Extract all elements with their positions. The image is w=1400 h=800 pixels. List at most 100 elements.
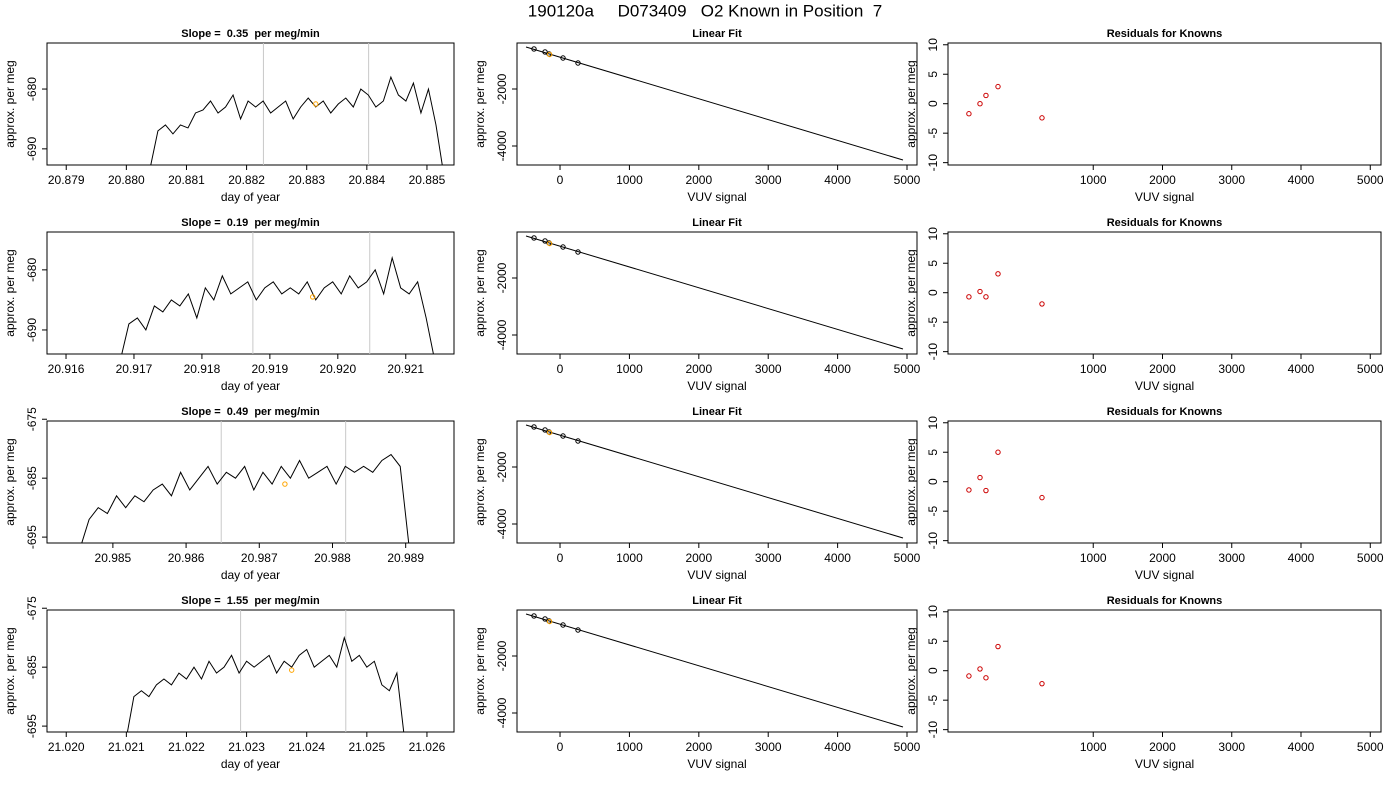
y-tick-label: -5: [926, 506, 940, 517]
y-tick-label: 10: [926, 416, 940, 430]
x-tick-label: 20.879: [48, 173, 85, 187]
y-tick-label: -2000: [495, 640, 509, 671]
x-tick-label: 0: [557, 551, 564, 565]
y-tick-label: -4000: [495, 319, 509, 350]
x-axis-label: VUV signal: [1135, 757, 1194, 771]
x-axis-label: day of year: [221, 568, 280, 582]
plot-area: [150, 43, 443, 165]
x-tick-label: 20.920: [319, 362, 356, 376]
highlight-point: [546, 429, 553, 436]
x-axis-label: VUV signal: [687, 190, 746, 204]
panel-title: Slope = 0.19 per meg/min: [181, 217, 320, 229]
point: [542, 427, 548, 433]
x-tick-label: 2000: [685, 173, 712, 187]
x-tick-label: 4000: [824, 173, 851, 187]
x-tick-label: 1000: [1080, 173, 1107, 187]
point: [560, 244, 566, 250]
y-tick-label: 0: [926, 478, 940, 485]
y-axis-label: approx. per meg: [3, 249, 17, 336]
panel-title: Residuals for Knowns: [1107, 28, 1223, 40]
point: [575, 627, 581, 633]
x-tick-label: 4000: [1288, 551, 1315, 565]
x-tick-label: 20.985: [95, 551, 132, 565]
point: [983, 487, 989, 494]
plot-area: [126, 610, 405, 732]
fit-line: [525, 235, 904, 350]
point: [531, 424, 537, 430]
y-tick-label: -2000: [495, 262, 509, 293]
x-tick-label: 5000: [894, 362, 921, 376]
x-tick-label: 20.921: [387, 362, 424, 376]
y-tick-label: -685: [25, 466, 39, 490]
data-line: [121, 255, 434, 354]
y-axis-label: approx. per meg: [904, 249, 918, 336]
plot-frame: [516, 420, 918, 544]
panel-title: Slope = 1.55 per meg/min: [181, 595, 320, 607]
x-tick-label: 5000: [894, 740, 921, 754]
x-tick-label: 3000: [1218, 173, 1245, 187]
x-tick-label: 0: [557, 173, 564, 187]
plot-frame: [46, 420, 455, 544]
data-line: [150, 75, 443, 165]
highlight-point: [309, 294, 316, 300]
y-tick-label: -680: [25, 258, 39, 282]
y-tick-label: -5: [926, 695, 940, 706]
panel-title: Residuals for Knowns: [1107, 406, 1223, 418]
point: [531, 613, 537, 619]
x-tick-label: 2000: [685, 740, 712, 754]
x-tick-label: 1000: [1080, 551, 1107, 565]
y-tick-label: -10: [926, 532, 940, 550]
x-tick-label: 3000: [1218, 551, 1245, 565]
point: [966, 294, 972, 300]
plot-area: [966, 643, 1045, 687]
x-tick-label: 3000: [755, 173, 782, 187]
x-tick-label: 3000: [755, 551, 782, 565]
point: [977, 474, 983, 481]
plot-area: [525, 613, 904, 728]
panel-title: Linear Fit: [692, 595, 742, 607]
x-tick-label: 21.022: [168, 740, 205, 754]
x-tick-label: 1000: [616, 362, 643, 376]
panel-title: Slope = 0.35 per meg/min: [181, 28, 320, 40]
x-tick-label: 2000: [1149, 362, 1176, 376]
x-tick-label: 0: [557, 740, 564, 754]
y-tick-label: 10: [926, 605, 940, 619]
x-axis-label: day of year: [221, 190, 280, 204]
x-tick-label: 5000: [1357, 740, 1384, 754]
x-tick-label: 20.917: [116, 362, 153, 376]
x-tick-label: 21.021: [108, 740, 145, 754]
x-tick-label: 3000: [1218, 740, 1245, 754]
point: [531, 235, 537, 241]
y-tick-label: -2000: [495, 451, 509, 482]
x-tick-label: 21.026: [409, 740, 446, 754]
y-tick-label: -690: [25, 137, 39, 161]
data-line: [126, 635, 405, 732]
y-tick-label: -695: [25, 525, 39, 549]
fit-line: [525, 613, 904, 728]
point: [995, 449, 1001, 455]
y-tick-label: 5: [926, 449, 940, 456]
point: [560, 433, 566, 439]
figure-title: 190120a D073409 O2 Known in Position 7: [528, 1, 882, 20]
panel-title: Residuals for Knowns: [1107, 217, 1223, 229]
y-tick-label: 0: [926, 289, 940, 296]
x-tick-label: 20.881: [168, 173, 205, 187]
point: [977, 666, 983, 672]
panel-title: Linear Fit: [692, 406, 742, 418]
x-tick-label: 3000: [755, 362, 782, 376]
point: [995, 271, 1001, 277]
highlight-point: [546, 618, 553, 625]
x-tick-label: 20.884: [348, 173, 385, 187]
y-tick-label: 5: [926, 638, 940, 645]
plot-frame: [46, 609, 455, 733]
y-tick-label: -675: [25, 407, 39, 431]
x-tick-label: 20.918: [184, 362, 221, 376]
y-tick-label: -5: [926, 128, 940, 139]
plot-area: [525, 46, 904, 161]
point: [995, 643, 1001, 650]
x-tick-label: 5000: [1357, 362, 1384, 376]
x-axis-label: VUV signal: [687, 568, 746, 582]
x-tick-label: 5000: [1357, 173, 1384, 187]
point: [575, 438, 581, 444]
x-tick-label: 20.986: [168, 551, 205, 565]
